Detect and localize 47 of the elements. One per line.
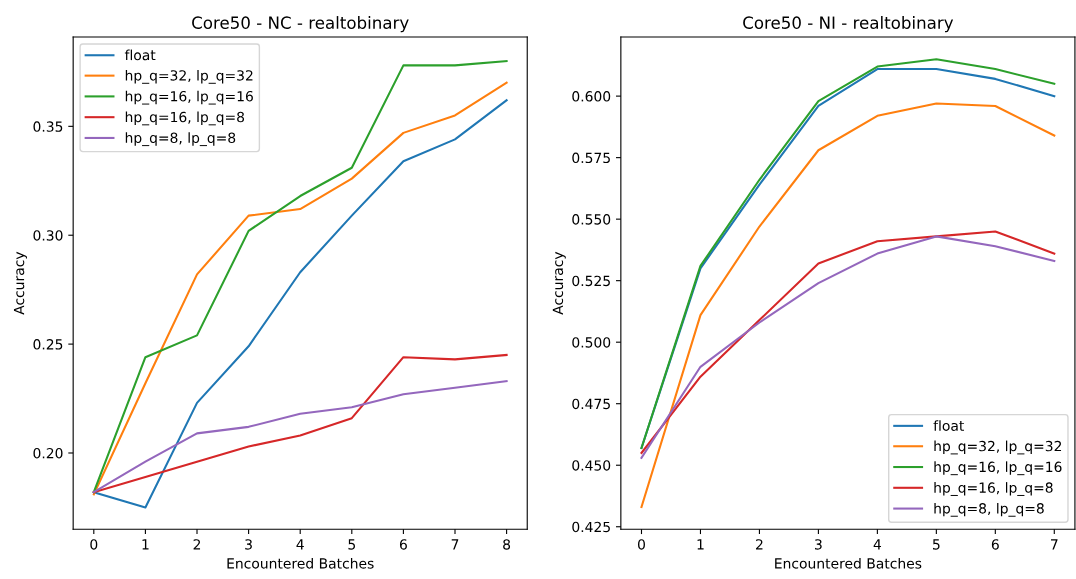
x-axis-title: Encountered Batches [775, 557, 922, 569]
y-tick-label: 0.450 [572, 460, 611, 471]
y-tick-label: 0.500 [572, 337, 611, 348]
x-tick-label: 2 [193, 539, 201, 550]
y-tick-label: 0.25 [33, 339, 63, 350]
y-tick-label: 0.30 [33, 230, 63, 241]
y-tick-label: 0.35 [33, 121, 63, 132]
line-series [92, 353, 508, 494]
legend-label: hp_q=16, lp_q=8 [125, 111, 245, 126]
x-tick-label: 6 [991, 539, 999, 550]
legend-label: hp_q=8, lp_q=8 [125, 132, 236, 147]
x-tick-label: 5 [348, 539, 356, 550]
x-axis-title: Encountered Batches [227, 557, 374, 569]
x-tick-label: 1 [142, 539, 149, 550]
x-tick-label: 7 [451, 539, 459, 550]
legend-label: hp_q=16, lp_q=16 [934, 461, 1062, 476]
x-tick-label: 4 [296, 539, 304, 550]
x-tick-label: 6 [399, 539, 407, 550]
y-tick-label: 0.575 [572, 152, 610, 164]
y-tick-label: 0.600 [572, 91, 611, 102]
legend-label: hp_q=32, lp_q=32 [125, 69, 253, 84]
x-tick-label: 3 [815, 539, 822, 550]
x-tick-label: 5 [933, 539, 940, 550]
x-tick-label: 0 [637, 539, 645, 550]
legend-label: hp_q=16, lp_q=16 [125, 90, 253, 105]
x-tick-label: 2 [756, 539, 763, 550]
legend-label: hp_q=32, lp_q=32 [934, 440, 1062, 455]
y-tick-label: 0.425 [572, 521, 610, 533]
chart-title: Core50 - NI - realtobinary [743, 16, 954, 33]
line-series [92, 380, 508, 494]
y-axis-title: Accuracy [552, 251, 566, 315]
y-tick-label: 0.475 [572, 398, 610, 410]
legend-label: float [933, 420, 965, 431]
x-tick-label: 1 [697, 539, 704, 550]
y-axis-title: Accuracy [13, 251, 27, 315]
y-tick-label: 0.550 [572, 214, 611, 225]
y-tick-label: 0.525 [572, 275, 610, 287]
x-tick-label: 4 [873, 539, 882, 550]
x-tick-label: 8 [503, 539, 511, 550]
legend-label: hp_q=8, lp_q=8 [934, 502, 1044, 517]
x-tick-label: 3 [245, 539, 252, 550]
y-tick-label: 0.20 [33, 447, 63, 459]
legend-label: hp_q=16, lp_q=8 [934, 482, 1053, 496]
x-tick-label: 0 [90, 539, 98, 550]
chart-title: Core50 - NC - realtobinary [192, 16, 409, 33]
legend-label: float [124, 49, 156, 61]
x-tick-label: 7 [1051, 539, 1058, 550]
